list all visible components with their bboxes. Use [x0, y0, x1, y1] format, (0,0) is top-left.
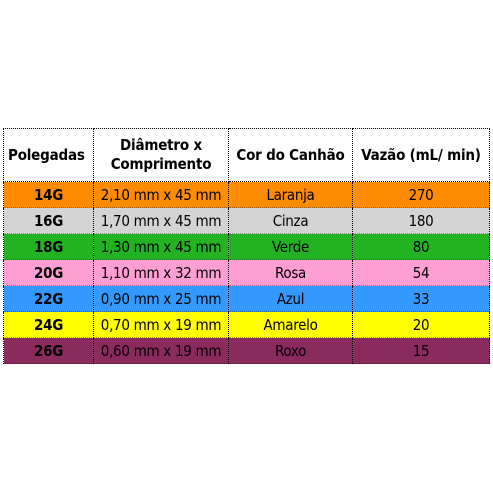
table-row: 16G 1,70 mm x 45 mm Cinza 180 [3, 207, 490, 234]
catheter-gauge-table: Polegadas Diâmetro x Comprimento Cor do … [3, 128, 490, 364]
catheter-gauge-table-container: Polegadas Diâmetro x Comprimento Cor do … [3, 128, 490, 364]
table-row: 18G 1,30 mm x 45 mm Verde 80 [3, 233, 490, 260]
table-row: 26G 0,60 mm x 19 mm Roxo 15 [3, 337, 490, 364]
header-polegadas: Polegadas [3, 128, 94, 182]
size-cell: 1,70 mm x 45 mm [93, 207, 229, 234]
color-name-cell: Azul [228, 285, 353, 312]
color-name-cell: Roxo [228, 337, 353, 364]
header-diametro-line1: Diâmetro x [120, 136, 202, 154]
gauge-cell: 20G [3, 259, 94, 286]
header-cor-canhao: Cor do Canhão [228, 128, 353, 182]
flow-cell: 33 [352, 285, 490, 312]
gauge-cell: 22G [3, 285, 94, 312]
table-header-row: Polegadas Diâmetro x Comprimento Cor do … [3, 128, 490, 182]
header-vazao-label: Vazão (mL/ min) [361, 145, 481, 164]
color-name-cell: Laranja [228, 181, 353, 208]
size-cell: 1,10 mm x 32 mm [93, 259, 229, 286]
gauge-cell: 18G [3, 233, 94, 260]
gauge-cell: 26G [3, 337, 94, 364]
color-name-cell: Verde [228, 233, 353, 260]
color-name-cell: Rosa [228, 259, 353, 286]
gauge-cell: 24G [3, 311, 94, 338]
flow-cell: 20 [352, 311, 490, 338]
table-row: 22G 0,90 mm x 25 mm Azul 33 [3, 285, 490, 312]
table-row: 24G 0,70 mm x 19 mm Amarelo 20 [3, 311, 490, 338]
color-name-cell: Cinza [228, 207, 353, 234]
flow-cell: 270 [352, 181, 490, 208]
header-diametro-line2: Comprimento [110, 155, 212, 173]
flow-cell: 180 [352, 207, 490, 234]
gauge-cell: 14G [3, 181, 94, 208]
flow-cell: 80 [352, 233, 490, 260]
table-row: 14G 2,10 mm x 45 mm Laranja 270 [3, 181, 490, 208]
header-vazao: Vazão (mL/ min) [352, 128, 490, 182]
flow-cell: 15 [352, 337, 490, 364]
size-cell: 0,60 mm x 19 mm [93, 337, 229, 364]
header-cor-canhao-label: Cor do Canhão [236, 145, 345, 164]
size-cell: 0,70 mm x 19 mm [93, 311, 229, 338]
size-cell: 2,10 mm x 45 mm [93, 181, 229, 208]
header-diametro-comprimento: Diâmetro x Comprimento [93, 128, 229, 182]
table-row: 20G 1,10 mm x 32 mm Rosa 54 [3, 259, 490, 286]
gauge-cell: 16G [3, 207, 94, 234]
color-name-cell: Amarelo [228, 311, 353, 338]
header-polegadas-label: Polegadas [8, 145, 85, 164]
size-cell: 1,30 mm x 45 mm [93, 233, 229, 260]
flow-cell: 54 [352, 259, 490, 286]
size-cell: 0,90 mm x 25 mm [93, 285, 229, 312]
